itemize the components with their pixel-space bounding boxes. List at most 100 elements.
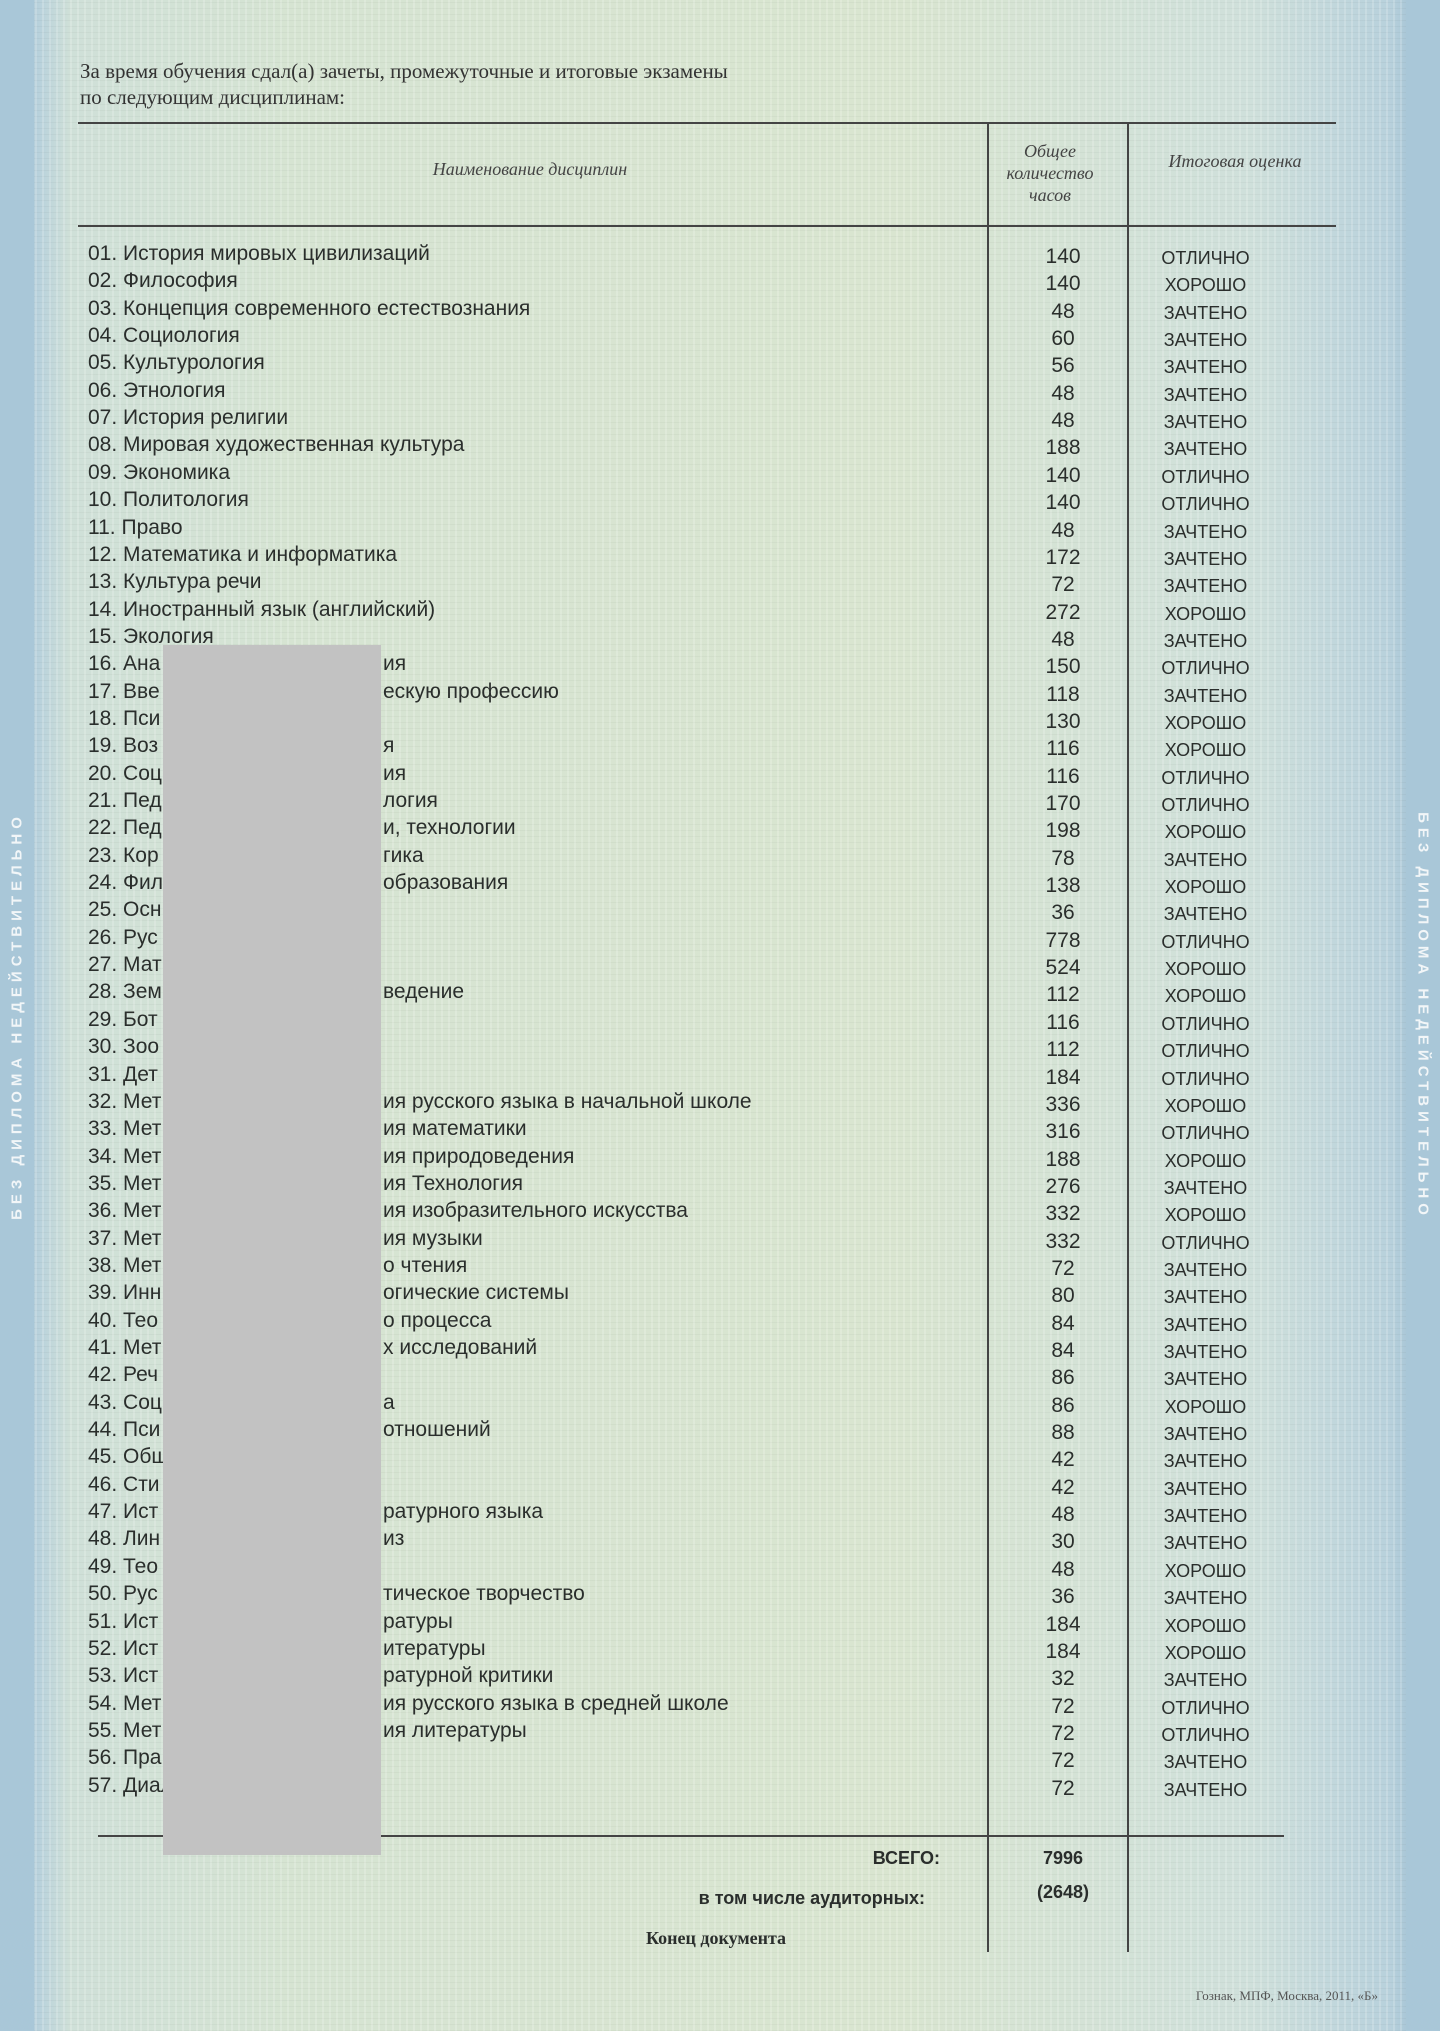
- discipline-name: 50. Рус: [88, 1582, 158, 1606]
- grade: ЗАЧТЕНО: [1163, 630, 1248, 651]
- grade: ОТЛИЧНО: [1161, 1123, 1250, 1144]
- table-row: 03. Концепция современного естествознани…: [88, 297, 1328, 324]
- hours: 116: [1046, 737, 1080, 761]
- printer-imprint: Гознак, МПФ, Москва, 2011, «Б»: [1195, 1988, 1378, 2003]
- table-row: 22. Пед и, технологии 198 ХОРОШО: [88, 816, 1328, 843]
- grade: ЗАЧТЕНО: [1163, 357, 1248, 378]
- grade: ХОРОШО: [1164, 959, 1247, 980]
- discipline-name: 07. История религии: [88, 406, 289, 430]
- discipline-name: 19. Воз: [88, 734, 159, 758]
- hours: 778: [1045, 928, 1081, 952]
- discipline-name: 47. Ист: [88, 1500, 159, 1524]
- discipline-name-rest: ия Технология: [383, 1171, 524, 1195]
- grade: ХОРОШО: [1164, 1615, 1247, 1636]
- table-row: 12. Математика и информатика 172 ЗАЧТЕНО: [88, 543, 1328, 570]
- table-row: 18. Пси 130 ХОРОШО: [88, 707, 1328, 734]
- grade: ОТЛИЧНО: [1161, 1697, 1250, 1718]
- discipline-name-rest: ескую профессию: [383, 679, 559, 703]
- hours: 524: [1045, 956, 1081, 980]
- hours: 80: [1051, 1284, 1075, 1308]
- discipline-name: 16. Ана: [88, 652, 161, 676]
- table-row: 17. Вве ескую профессию 118 ЗАЧТЕНО: [88, 680, 1328, 707]
- table-row: 02. Философия 140 ХОРОШО: [88, 269, 1328, 296]
- table-row: 10. Политология 140 ОТЛИЧНО: [88, 488, 1328, 515]
- discipline-name-rest: ия музыки: [383, 1226, 483, 1250]
- hours: 56: [1051, 354, 1075, 378]
- discipline-name-rest: ия русского языка в средней школе: [383, 1691, 729, 1715]
- table-row: 32. Мет ия русского языка в начальной шко…: [88, 1090, 1328, 1117]
- discipline-name: 48. Лин: [88, 1527, 161, 1551]
- discipline-name: 42. Реч: [88, 1363, 159, 1387]
- total-label: ВСЕГО:: [872, 1848, 940, 1868]
- table-row: 44. Пси отношений 88 ЗАЧТЕНО: [88, 1418, 1328, 1445]
- hours: 332: [1045, 1202, 1081, 1226]
- discipline-name: 52. Ист: [88, 1636, 159, 1660]
- hours: 172: [1045, 545, 1081, 569]
- hours: 88: [1051, 1421, 1075, 1445]
- table-row: 25. Осн 36 ЗАЧТЕНО: [88, 898, 1328, 925]
- hours: 138: [1045, 874, 1081, 898]
- discipline-name-rest: ратурного языка: [383, 1500, 544, 1524]
- hours: 336: [1045, 1092, 1081, 1116]
- table-row: 45. Общ 42 ЗАЧТЕНО: [88, 1445, 1328, 1472]
- discipline-name: 05. Культурология: [88, 351, 265, 375]
- grade: ОТЛИЧНО: [1161, 1068, 1250, 1089]
- table-row: 37. Мет ия музыки 332 ОТЛИЧНО: [88, 1227, 1328, 1254]
- table-row: 04. Социология 60 ЗАЧТЕНО: [88, 324, 1328, 351]
- hours: 48: [1051, 1503, 1075, 1527]
- grade: ХОРОШО: [1164, 1560, 1247, 1581]
- discipline-name-rest: х исследований: [383, 1336, 538, 1359]
- table-row: 20. Соц ия 116 ОТЛИЧНО: [88, 762, 1328, 789]
- discipline-name-rest: логия: [383, 789, 438, 812]
- discipline-name: 20. Соц: [88, 761, 162, 785]
- grade: ОТЛИЧНО: [1161, 795, 1250, 815]
- table-row: 15. Экология 48 ЗАЧТЕНО: [88, 625, 1328, 652]
- hours: 60: [1051, 327, 1075, 351]
- table-row: 55. Мет ия литературы 72 ОТЛИЧНО: [88, 1719, 1328, 1746]
- redaction-box: [163, 645, 381, 1855]
- discipline-name-rest: ратуры: [383, 1609, 453, 1633]
- discipline-name: 28. Зем: [88, 980, 162, 1004]
- discipline-name: 45. Общ: [88, 1445, 169, 1469]
- discipline-name: 33. Мет: [88, 1117, 162, 1141]
- discipline-name: 39. Инн: [88, 1281, 162, 1305]
- grade: ЗАЧТЕНО: [1163, 849, 1248, 870]
- discipline-name: 46. Сти: [88, 1472, 160, 1496]
- table-row: 42. Реч 86 ЗАЧТЕНО: [88, 1363, 1328, 1390]
- grade: ХОРОШО: [1164, 986, 1247, 1007]
- discipline-name: 53. Ист: [88, 1664, 159, 1688]
- discipline-name-rest: ия изобразительного искусства: [383, 1199, 688, 1223]
- grade: ХОРОШО: [1164, 1396, 1247, 1417]
- discipline-name-rest: ия математики: [383, 1117, 527, 1141]
- table-row: 49. Тео 48 ХОРОШО: [88, 1555, 1328, 1582]
- discipline-name: 32. Мет: [88, 1089, 162, 1113]
- discipline-name: 13. Культура речи: [88, 570, 262, 594]
- discipline-name: 14. Иностранный язык (английский): [88, 597, 436, 621]
- discipline-name: 38. Мет: [88, 1253, 162, 1277]
- discipline-name: 40. Тео: [88, 1308, 159, 1332]
- hours: 72: [1051, 573, 1075, 597]
- table-top-line: [78, 122, 1336, 124]
- discipline-name: 26. Рус: [88, 925, 158, 949]
- discipline-name: 11. Право: [88, 515, 183, 539]
- discipline-name-rest: а: [383, 1390, 395, 1414]
- hours: 30: [1051, 1530, 1075, 1554]
- discipline-name: 12. Математика и информатика: [88, 542, 398, 566]
- discipline-name-rest: ия: [383, 761, 407, 785]
- discipline-name: 03. Концепция современного естествознани…: [88, 296, 531, 320]
- table-row: 31. Дет 184 ОТЛИЧНО: [88, 1063, 1328, 1090]
- grade: ЗАЧТЕНО: [1163, 1259, 1248, 1280]
- hours: 72: [1051, 1721, 1075, 1745]
- hours: 42: [1051, 1475, 1075, 1499]
- table-bottom-line: [98, 1835, 1284, 1837]
- intro-text: За время обучения сдал(а) зачеты, промеж…: [80, 58, 728, 110]
- intro-line: За время обучения сдал(а) зачеты, промеж…: [80, 59, 728, 83]
- discipline-name-rest: из: [383, 1527, 405, 1551]
- grade: ЗАЧТЕНО: [1163, 685, 1248, 706]
- hours: 48: [1051, 627, 1075, 651]
- hours: 86: [1051, 1393, 1075, 1417]
- discipline-name: 31. Дет: [88, 1062, 158, 1086]
- grade: ЗАЧТЕНО: [1163, 1506, 1248, 1527]
- column-divider: [987, 122, 989, 1952]
- grade: ЗАЧТЕНО: [1163, 548, 1248, 569]
